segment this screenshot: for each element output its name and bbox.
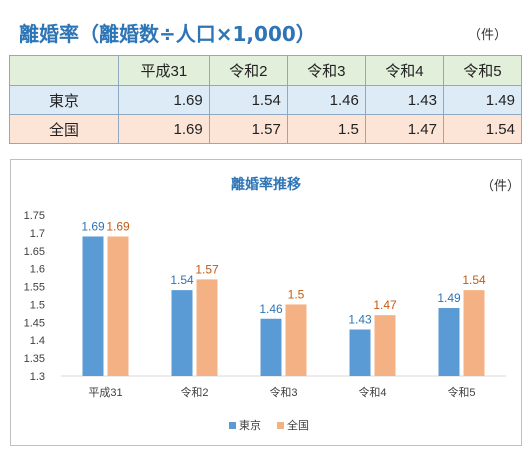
unit-label: （件） bbox=[468, 28, 508, 43]
x-tick-label: 令和5 bbox=[447, 385, 475, 399]
bar bbox=[82, 236, 104, 376]
table-cell: 1.57 bbox=[208, 114, 288, 144]
data-label: 1.54 bbox=[170, 273, 194, 287]
y-tick-label: 1.35 bbox=[24, 353, 45, 365]
y-tick-label: 1.3 bbox=[30, 371, 45, 383]
data-label: 1.69 bbox=[106, 219, 130, 233]
column-header: 令和4 bbox=[364, 55, 444, 86]
y-tick-label: 1.7 bbox=[30, 228, 45, 240]
x-tick-label: 令和4 bbox=[358, 385, 386, 399]
x-tick-label: 平成31 bbox=[88, 386, 122, 399]
bar bbox=[260, 318, 282, 376]
page-title: 離婚率（離婚数÷人口×1,000） bbox=[19, 22, 316, 46]
row-label: 東京 bbox=[9, 85, 119, 115]
table-corner-cell bbox=[9, 55, 119, 86]
chart-container: 離婚率推移 （件） 1.75 1.7 1.65 1.6 1.55 1.5 1.45 1.4 1.… bbox=[10, 159, 522, 446]
table-cell: 1.5 bbox=[286, 114, 366, 144]
data-label: 1.46 bbox=[259, 302, 283, 316]
legend-label: 東京 bbox=[239, 418, 261, 432]
y-tick-label: 1.6 bbox=[30, 264, 45, 276]
table-cell: 1.49 bbox=[442, 85, 523, 115]
column-header: 令和2 bbox=[208, 55, 288, 86]
table-cell: 1.54 bbox=[442, 114, 523, 144]
bar bbox=[107, 236, 129, 376]
table-header-row: 平成31 令和2 令和3 令和4 令和5 bbox=[9, 55, 523, 86]
chart-unit-label: （件） bbox=[481, 178, 520, 193]
legend-label: 全国 bbox=[287, 418, 309, 432]
y-tick-label: 1.55 bbox=[24, 282, 45, 294]
data-label: 1.49 bbox=[437, 291, 461, 305]
table-cell: 1.46 bbox=[286, 85, 366, 115]
legend-swatch bbox=[277, 422, 284, 429]
bar bbox=[463, 290, 485, 376]
data-table: 平成31 令和2 令和3 令和4 令和5 東京 1.69 1.54 1.46 1… bbox=[9, 55, 523, 144]
legend-swatch bbox=[229, 422, 236, 429]
column-header: 平成31 bbox=[118, 55, 210, 86]
data-label: 1.69 bbox=[81, 219, 105, 233]
chart-title: 離婚率推移 bbox=[231, 176, 301, 192]
data-label: 1.57 bbox=[195, 262, 219, 276]
y-tick-label: 1.45 bbox=[24, 317, 45, 329]
bar bbox=[374, 315, 396, 376]
bar bbox=[285, 304, 307, 376]
bar bbox=[171, 290, 193, 376]
bar bbox=[196, 279, 218, 376]
y-tick-label: 1.75 bbox=[24, 210, 45, 222]
table-cell: 1.47 bbox=[364, 114, 444, 144]
data-label: 1.43 bbox=[348, 312, 372, 326]
bar bbox=[438, 308, 460, 376]
y-tick-label: 1.65 bbox=[24, 246, 45, 258]
data-label: 1.54 bbox=[462, 273, 486, 287]
data-label: 1.5 bbox=[288, 287, 305, 301]
bar-chart: 離婚率推移 （件） 1.75 1.7 1.65 1.6 1.55 1.5 1.45 1.4 1.… bbox=[24, 176, 520, 432]
column-header: 令和5 bbox=[442, 55, 523, 86]
x-tick-label: 令和3 bbox=[269, 385, 297, 399]
column-header: 令和3 bbox=[286, 55, 366, 86]
table-cell: 1.43 bbox=[364, 85, 444, 115]
table-cell: 1.54 bbox=[208, 85, 288, 115]
table-cell: 1.69 bbox=[118, 85, 210, 115]
data-label: 1.47 bbox=[373, 298, 397, 312]
table-cell: 1.69 bbox=[118, 114, 210, 144]
table-row-national: 全国 1.69 1.57 1.5 1.47 1.54 bbox=[9, 114, 523, 144]
table-row-tokyo: 東京 1.69 1.54 1.46 1.43 1.49 bbox=[9, 85, 523, 115]
x-tick-label: 令和2 bbox=[180, 385, 208, 399]
y-tick-label: 1.5 bbox=[30, 299, 45, 311]
bar bbox=[349, 329, 371, 376]
row-label: 全国 bbox=[9, 114, 119, 144]
y-tick-label: 1.4 bbox=[30, 335, 45, 347]
